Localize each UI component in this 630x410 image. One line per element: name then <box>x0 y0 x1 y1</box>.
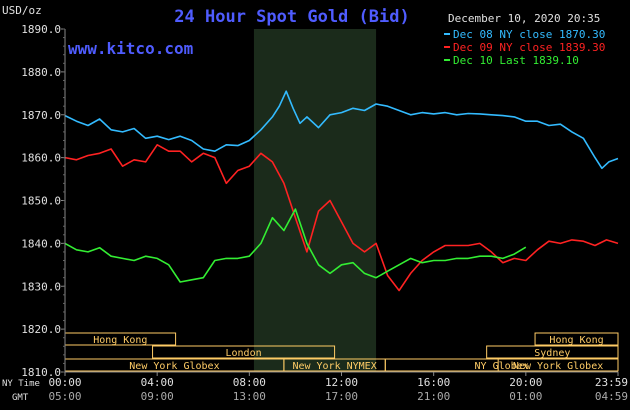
x-tick-label-gmt: 09:00 <box>141 390 174 403</box>
y-tick-label: 1840.0 <box>21 237 61 250</box>
x-tick-label-ny: 08:00 <box>233 376 266 389</box>
y-tick-label: 1880.0 <box>21 66 61 79</box>
legend-entry: Dec 08 NY close 1870.30 <box>453 28 605 41</box>
y-tick-label: 1850.0 <box>21 195 61 208</box>
x-tick-label-gmt: 04:59 <box>595 390 628 403</box>
series-line-0 <box>64 90 619 170</box>
series-line-1 <box>64 144 619 292</box>
session-label: Hong Kong <box>93 335 147 346</box>
y-tick-label: 1870.0 <box>21 109 61 122</box>
session-box <box>152 345 336 359</box>
session-label: NY Globex <box>475 361 529 372</box>
y-axis-label: USD/oz <box>2 4 42 17</box>
x-tick-label-ny: 12:00 <box>325 376 358 389</box>
session-box <box>534 332 619 346</box>
x-tick-label-gmt: 01:00 <box>509 390 542 403</box>
gmt-label: GMT <box>12 393 29 403</box>
x-tick-label-gmt: 17:00 <box>325 390 358 403</box>
y-tick-label: 1890.0 <box>21 23 61 36</box>
ny-time-label: NY Time <box>2 379 40 389</box>
x-tick-label-gmt: 21:00 <box>417 390 450 403</box>
trading-hours-shade <box>253 29 377 372</box>
session-box <box>486 345 619 359</box>
legend-entry: Dec 09 NY close 1839.30 <box>453 41 605 54</box>
y-tick-label: 1860.0 <box>21 152 61 165</box>
session-label: New York NYMEX <box>292 361 376 372</box>
session-box <box>497 358 619 372</box>
x-tick-label-gmt: 13:00 <box>233 390 266 403</box>
session-label: New York Globex <box>129 361 219 372</box>
x-tick-label-ny: 00:00 <box>48 376 81 389</box>
y-tick-label: 1830.0 <box>21 280 61 293</box>
session-label: Sydney <box>534 348 570 359</box>
x-tick-label-ny: 16:00 <box>417 376 450 389</box>
watermark-text: www.kitco.com <box>68 39 194 58</box>
session-label: London <box>226 348 262 359</box>
session-label: Hong Kong <box>549 335 603 346</box>
x-tick-label-gmt: 05:00 <box>48 390 81 403</box>
x-tick-label-ny: 20:00 <box>509 376 542 389</box>
x-tick-label-ny: 04:00 <box>141 376 174 389</box>
chart-date: December 10, 2020 20:35 <box>448 12 600 25</box>
chart-title: 24 Hour Spot Gold (Bid) <box>174 7 409 27</box>
series-line-2 <box>64 208 527 283</box>
x-tick-label-ny: 23:59 <box>595 376 628 389</box>
y-tick-label: 1810.0 <box>21 366 61 379</box>
session-label: New York Globex <box>513 361 603 372</box>
legend-entry: Dec 10 Last 1839.10 <box>453 54 579 67</box>
y-tick-label: 1820.0 <box>21 323 61 336</box>
